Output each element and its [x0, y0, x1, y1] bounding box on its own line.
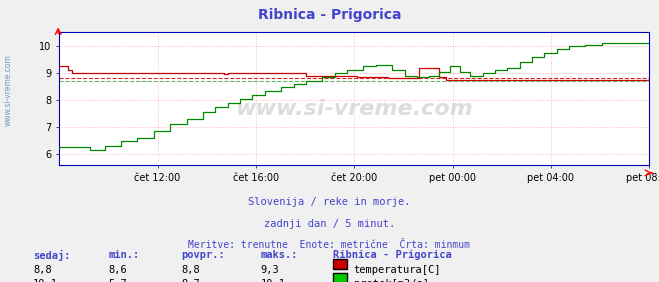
Text: pretok[m3/s]: pretok[m3/s] — [354, 279, 429, 282]
Text: sedaj:: sedaj: — [33, 250, 71, 261]
Text: Meritve: trenutne  Enote: metrične  Črta: minmum: Meritve: trenutne Enote: metrične Črta: … — [188, 240, 471, 250]
Text: 5,7: 5,7 — [109, 279, 127, 282]
Text: www.si-vreme.com: www.si-vreme.com — [235, 99, 473, 119]
Text: 8,7: 8,7 — [181, 279, 200, 282]
Text: www.si-vreme.com: www.si-vreme.com — [3, 54, 13, 126]
Text: 10,1: 10,1 — [260, 279, 285, 282]
Text: temperatura[C]: temperatura[C] — [354, 265, 442, 275]
Text: 8,6: 8,6 — [109, 265, 127, 275]
Text: povpr.:: povpr.: — [181, 250, 225, 259]
Text: 8,8: 8,8 — [181, 265, 200, 275]
Text: zadnji dan / 5 minut.: zadnji dan / 5 minut. — [264, 219, 395, 228]
Text: 9,3: 9,3 — [260, 265, 279, 275]
Text: 10,1: 10,1 — [33, 279, 58, 282]
Text: Ribnica - Prigorica: Ribnica - Prigorica — [333, 250, 451, 260]
Text: Slovenija / reke in morje.: Slovenija / reke in morje. — [248, 197, 411, 207]
Text: Ribnica - Prigorica: Ribnica - Prigorica — [258, 8, 401, 23]
Text: min.:: min.: — [109, 250, 140, 259]
Text: 8,8: 8,8 — [33, 265, 51, 275]
Text: maks.:: maks.: — [260, 250, 298, 259]
